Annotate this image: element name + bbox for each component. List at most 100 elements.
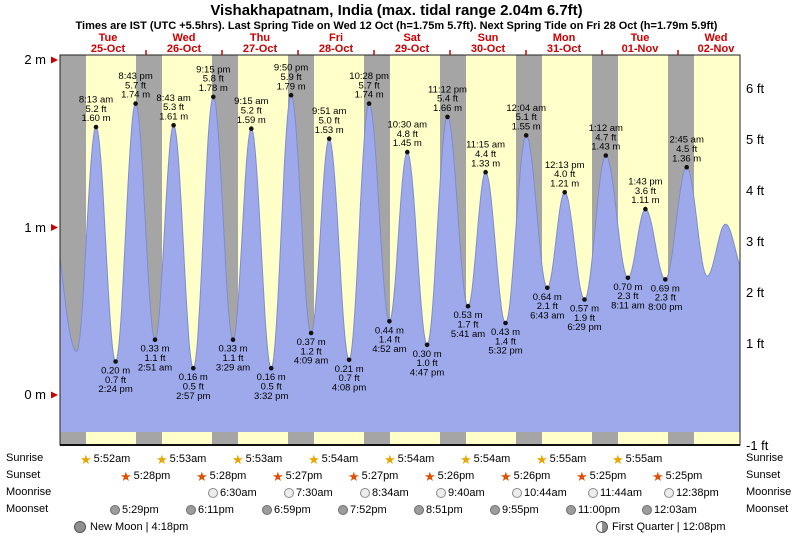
tide-extreme-dot (133, 101, 138, 106)
moonrise-row-label-left: Moonrise (6, 486, 52, 498)
tide-extreme-dot (387, 319, 392, 324)
moonrise-time-item: 10:44am (512, 485, 567, 501)
tide-low-label: 0.33 m 1.1 ft 3:29 am (216, 344, 250, 374)
tide-extreme-dot (523, 133, 529, 138)
sunset-star-icon: ★ (424, 468, 436, 484)
day-label-date: 30-Oct (470, 43, 506, 55)
day-label-dow: Wed (704, 32, 728, 44)
astro-time: 5:55am (549, 453, 587, 465)
moon-phase-item: New Moon | 4:18pm (74, 519, 188, 534)
left-axis-arrow-icon (51, 391, 58, 399)
moonrise-icon (436, 488, 446, 498)
moonset-icon (186, 505, 196, 515)
moonset-row-label-left: Moonset (6, 503, 49, 515)
astro-time: 5:26pm (437, 470, 475, 482)
sunrise-star-icon: ★ (156, 451, 168, 467)
tide-high-label: 12:04 am 5.1 ft 1.55 m (506, 103, 546, 133)
sunset-star-icon: ★ (272, 468, 284, 484)
moonrise-time-item: 7:30am (284, 485, 333, 501)
moonset-icon (414, 505, 424, 515)
astro-time: 5:27pm (361, 470, 399, 482)
tide-high-label: 8:43 pm 5.7 ft 1.74 m (118, 71, 152, 101)
left-axis-label: 2 m (24, 52, 46, 67)
sunset-time-item: ★ 5:26pm (500, 468, 550, 484)
astro-time: 5:25pm (589, 470, 627, 482)
sunrise-row-label-right: Sunrise (746, 452, 784, 464)
right-axis-label: 4 ft (746, 182, 765, 198)
tide-low-label: 0.43 m 1.4 ft 5:32 pm (488, 327, 522, 357)
astro-time: 5:54am (473, 453, 511, 465)
moon-phase-item: First Quarter | 12:08pm (596, 519, 726, 534)
astro-time: 10:44am (524, 487, 567, 499)
astro-time: 8:34am (372, 487, 409, 499)
astro-time: 5:29pm (122, 504, 159, 516)
sunset-time-item: ★ 5:28pm (196, 468, 246, 484)
tide-extreme-dot (483, 169, 488, 175)
tide-low-label: 0.70 m 2.3 ft 8:11 am (611, 282, 645, 312)
tide-extreme-dot (663, 277, 668, 282)
moonrise-icon (664, 488, 674, 498)
left-axis-label: 1 m (24, 219, 46, 235)
moonset-time-item: 8:51pm (414, 502, 463, 518)
tide-extreme-dot (268, 365, 274, 371)
tide-high-label: 11:12 pm 5.4 ft 1.66 m (428, 84, 467, 114)
day-label-dow: Fri (328, 32, 344, 44)
astro-time: 6:59pm (274, 504, 311, 516)
tide-extreme-dot (211, 94, 216, 100)
astro-time: 5:52am (93, 453, 131, 465)
day-label-date: 26-Oct (166, 43, 202, 55)
tide-extreme-dot (230, 337, 236, 343)
astro-time: 9:55pm (502, 504, 539, 516)
day-label: Sat 29-Oct (395, 33, 429, 55)
tide-high-label: 1:12 am 4.7 ft 1.43 m (589, 123, 623, 153)
moonrise-icon (360, 488, 370, 498)
sunset-star-icon: ★ (120, 468, 132, 484)
sunrise-time-item: ★ 5:53am (232, 451, 282, 467)
tide-high-label: 8:13 am 5.2 ft 1.60 m (79, 95, 113, 125)
astro-time: 11:00pm (578, 504, 620, 516)
tide-low-label: 0.20 m 0.7 ft 2:24 pm (98, 366, 132, 396)
moonrise-icon (208, 488, 218, 498)
day-label: Wed 02-Nov (698, 33, 735, 55)
tide-high-label: 12:13 pm 4.0 ft 1.21 m (545, 160, 585, 190)
tide-high-label: 11:15 am 4.4 ft 1.33 m (466, 140, 505, 170)
astro-time: 7:30am (296, 487, 333, 499)
astro-time: 6:11pm (198, 504, 234, 516)
tide-high-label: 9:15 am 5.2 ft 1.59 m (234, 96, 268, 126)
tide-extreme-dot (308, 330, 314, 336)
sunrise-time-item: ★ 5:54am (384, 451, 434, 467)
day-label-date: 31-Oct (546, 43, 582, 55)
tide-extreme-dot (424, 342, 430, 348)
moonset-time-item: 5:29pm (110, 502, 159, 518)
sunset-time-item: ★ 5:27pm (348, 468, 398, 484)
left-axis-label: 0 m (24, 387, 46, 402)
astro-time: 5:28pm (209, 470, 247, 482)
astro-time: 5:26pm (513, 470, 551, 482)
right-axis-label: 1 ft (746, 335, 765, 351)
day-label-dow: Mon (552, 32, 576, 44)
moonset-time-item: 11:00pm (566, 502, 620, 518)
moon-phase-label: First Quarter | 12:08pm (612, 520, 726, 533)
tide-low-label: 0.33 m 1.1 ft 2:51 am (138, 344, 172, 374)
sunset-star-icon: ★ (576, 468, 588, 484)
sunset-star-icon: ★ (652, 468, 664, 484)
moonset-icon (338, 505, 348, 515)
day-label: Sun 30-Oct (471, 33, 505, 55)
first-quarter-icon (596, 520, 608, 533)
sunset-time-item: ★ 5:27pm (272, 468, 322, 484)
moonset-icon (642, 505, 652, 515)
tide-extreme-dot (545, 285, 550, 291)
tide-low-label: 0.44 m 1.4 ft 4:52 am (372, 325, 406, 355)
left-axis-arrow-icon (51, 56, 58, 64)
sunrise-row-label-left: Sunrise (6, 452, 44, 464)
right-axis-label: 6 ft (746, 80, 765, 96)
tide-extreme-dot (503, 320, 508, 326)
astro-time: 12:03am (654, 504, 697, 516)
moonrise-row-label-right: Moonrise (746, 486, 792, 498)
astro-time: 12:38pm (676, 487, 719, 499)
sunrise-time-item: ★ 5:55am (612, 451, 662, 467)
day-label-dow: Sat (403, 32, 421, 44)
sunset-star-icon: ★ (348, 468, 360, 484)
